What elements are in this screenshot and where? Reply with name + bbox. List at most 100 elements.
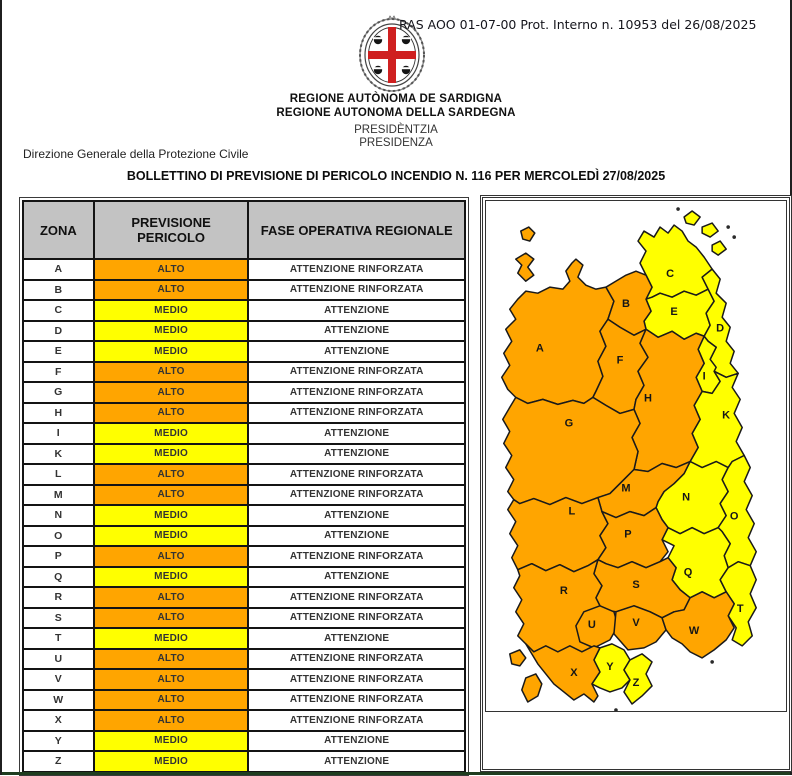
level-cell: ALTO <box>92 668 250 691</box>
map-zone-label-H: H <box>644 392 652 404</box>
map-island-asinara <box>515 252 535 282</box>
zone-cell: F <box>22 360 95 383</box>
phase-cell: ATTENZIONE <box>247 524 466 547</box>
zone-cell: B <box>22 278 95 301</box>
zone-cell: V <box>22 668 95 691</box>
phase-cell: ATTENZIONE RINFORZATA <box>247 401 466 424</box>
map-frame: C E D I K N O Q T Y Z A B F H G M L P S R U V W X <box>485 200 787 712</box>
table-row: W ALTO ATTENZIONE RINFORZATA <box>22 688 466 711</box>
map-zone-label-P: P <box>624 529 631 541</box>
zone-cell: G <box>22 381 95 404</box>
level-cell: ALTO <box>92 545 250 568</box>
table-row: Y MEDIO ATTENZIONE <box>22 729 466 752</box>
phase-cell: ATTENZIONE <box>247 319 466 342</box>
table-row: E MEDIO ATTENZIONE <box>22 340 466 363</box>
table-row: Q MEDIO ATTENZIONE <box>22 565 466 588</box>
table-row: C MEDIO ATTENZIONE <box>22 299 466 322</box>
map-zone-V <box>613 605 667 651</box>
map-zone-U <box>575 605 619 649</box>
zone-cell: Z <box>22 750 95 773</box>
map-zone-E <box>643 288 715 341</box>
presidency-italian: PRESIDENZA <box>359 137 433 149</box>
phase-cell: ATTENZIONE <box>247 627 466 650</box>
phase-cell: ATTENZIONE RINFORZATA <box>247 278 466 301</box>
zone-cell: R <box>22 586 95 609</box>
zone-cell: M <box>22 483 95 506</box>
map-zone-label-K: K <box>722 409 730 421</box>
level-cell: ALTO <box>92 647 250 670</box>
table-row: V ALTO ATTENZIONE RINFORZATA <box>22 668 466 691</box>
map-zone-label-Y: Y <box>606 661 614 673</box>
map-island-maddalena-3 <box>711 240 727 256</box>
risk-table-container: ZONA PREVISIONE PERICOLO FASE OPERATIVA … <box>19 197 469 776</box>
map-zone-label-X: X <box>570 667 578 679</box>
map-zone-label-T: T <box>737 603 744 615</box>
phase-cell: ATTENZIONE <box>247 565 466 588</box>
level-cell: ALTO <box>92 709 250 732</box>
table-row: S ALTO ATTENZIONE RINFORZATA <box>22 606 466 629</box>
phase-cell: ATTENZIONE <box>247 299 466 322</box>
phase-cell: ATTENZIONE RINFORZATA <box>247 647 466 670</box>
phase-cell: ATTENZIONE <box>247 750 466 773</box>
map-island-maddalena-1 <box>683 210 701 226</box>
phase-cell: ATTENZIONE <box>247 422 466 445</box>
phase-cell: ATTENZIONE <box>247 729 466 752</box>
map-islet <box>726 225 730 229</box>
map-zone-label-I: I <box>703 370 706 382</box>
region-name-block: REGIONE AUTÒNOMA DE SARDIGNA REGIONE AUT… <box>2 92 790 120</box>
map-zone-label-S: S <box>632 579 639 591</box>
level-cell: MEDIO <box>92 299 250 322</box>
map-island-maddalena-2 <box>701 222 719 238</box>
table-row: F ALTO ATTENZIONE RINFORZATA <box>22 360 466 383</box>
department-line: Direzione Generale della Protezione Civi… <box>23 147 249 161</box>
level-cell: MEDIO <box>92 729 250 752</box>
map-zone-label-M: M <box>621 483 630 495</box>
table-row: R ALTO ATTENZIONE RINFORZATA <box>22 586 466 609</box>
risk-table: ZONA PREVISIONE PERICOLO FASE OPERATIVA … <box>22 200 466 773</box>
map-zone-label-N: N <box>682 492 690 504</box>
phase-cell: ATTENZIONE RINFORZATA <box>247 381 466 404</box>
zone-cell: X <box>22 709 95 732</box>
level-cell: MEDIO <box>92 565 250 588</box>
zone-cell: I <box>22 422 95 445</box>
map-zone-label-V: V <box>632 617 640 629</box>
zone-cell: L <box>22 463 95 486</box>
phase-cell: ATTENZIONE RINFORZATA <box>247 545 466 568</box>
level-cell: MEDIO <box>92 319 250 342</box>
level-cell: ALTO <box>92 483 250 506</box>
zone-cell: E <box>22 340 95 363</box>
zone-cell: O <box>22 524 95 547</box>
map-zone-label-G: G <box>565 417 574 429</box>
sardinia-coat-of-arms <box>358 12 426 92</box>
presidency-block: PRESIDÈNTZIA PRESIDENZA <box>2 124 790 150</box>
map-islet <box>614 708 618 711</box>
map-zone-label-L: L <box>569 506 576 518</box>
map-zone-label-O: O <box>730 511 739 523</box>
header-fase: FASE OPERATIVA REGIONALE <box>247 200 466 260</box>
risk-table-body: A ALTO ATTENZIONE RINFORZATA B ALTO ATTENZION… <box>22 258 466 773</box>
zone-cell: C <box>22 299 95 322</box>
map-zone-label-A: A <box>536 342 544 354</box>
map-zone-label-Q: Q <box>684 567 693 579</box>
level-cell: MEDIO <box>92 750 250 773</box>
level-cell: MEDIO <box>92 442 250 465</box>
zone-cell: A <box>22 258 95 281</box>
phase-cell: ATTENZIONE RINFORZATA <box>247 606 466 629</box>
phase-cell: ATTENZIONE RINFORZATA <box>247 668 466 691</box>
table-row: O MEDIO ATTENZIONE <box>22 524 466 547</box>
level-cell: ALTO <box>92 463 250 486</box>
table-row: A ALTO ATTENZIONE RINFORZATA <box>22 258 466 281</box>
zone-cell: Q <box>22 565 95 588</box>
sardinia-map-svg: C E D I K N O Q T Y Z A B F H G M L P S R U V W X <box>500 207 757 711</box>
map-zone-Z <box>623 653 653 705</box>
zone-cell: D <box>22 319 95 342</box>
level-cell: ALTO <box>92 401 250 424</box>
map-zone-label-E: E <box>670 306 677 318</box>
phase-cell: ATTENZIONE <box>247 340 466 363</box>
level-cell: ALTO <box>92 278 250 301</box>
map-zone-label-W: W <box>689 625 700 637</box>
level-cell: ALTO <box>92 606 250 629</box>
map-islet <box>676 207 680 211</box>
map-panel: C E D I K N O Q T Y Z A B F H G M L P S R U V W X <box>480 195 792 772</box>
